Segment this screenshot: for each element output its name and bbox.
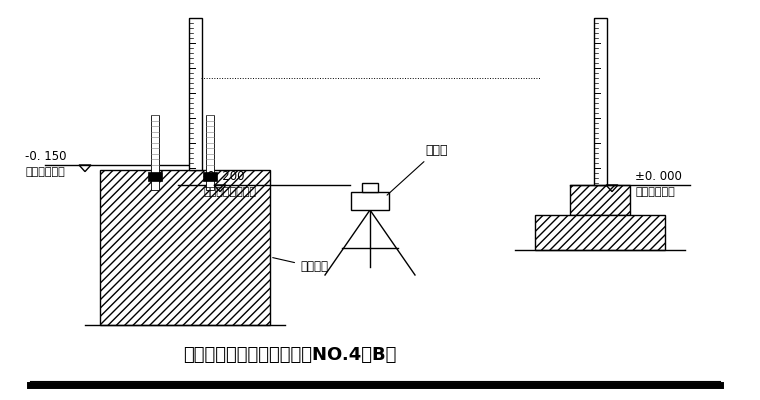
Bar <box>151 115 159 190</box>
Bar <box>148 172 162 181</box>
Text: （基准标高）: （基准标高） <box>635 187 675 197</box>
Text: ±0. 000: ±0. 000 <box>635 170 682 183</box>
Text: -0. 150: -0. 150 <box>25 150 67 163</box>
Text: 水准仪: 水准仪 <box>387 144 448 195</box>
Bar <box>206 115 214 190</box>
Text: 钢筋砼柱: 钢筋砼柱 <box>273 258 328 274</box>
Bar <box>570 185 630 215</box>
Text: （柱顶标高）: （柱顶标高） <box>25 167 65 177</box>
Bar <box>351 192 389 210</box>
Bar <box>362 183 378 192</box>
Bar <box>594 18 606 185</box>
Bar <box>100 170 270 325</box>
Bar <box>535 215 665 250</box>
Text: 钢柱柱底标高引测示意图（NO.4－B）: 钢柱柱底标高引测示意图（NO.4－B） <box>183 346 397 364</box>
Text: （一次浇筑标高）: （一次浇筑标高） <box>203 187 256 197</box>
Bar <box>188 18 201 170</box>
Bar <box>203 172 217 181</box>
Text: -0. 200: -0. 200 <box>203 170 245 183</box>
